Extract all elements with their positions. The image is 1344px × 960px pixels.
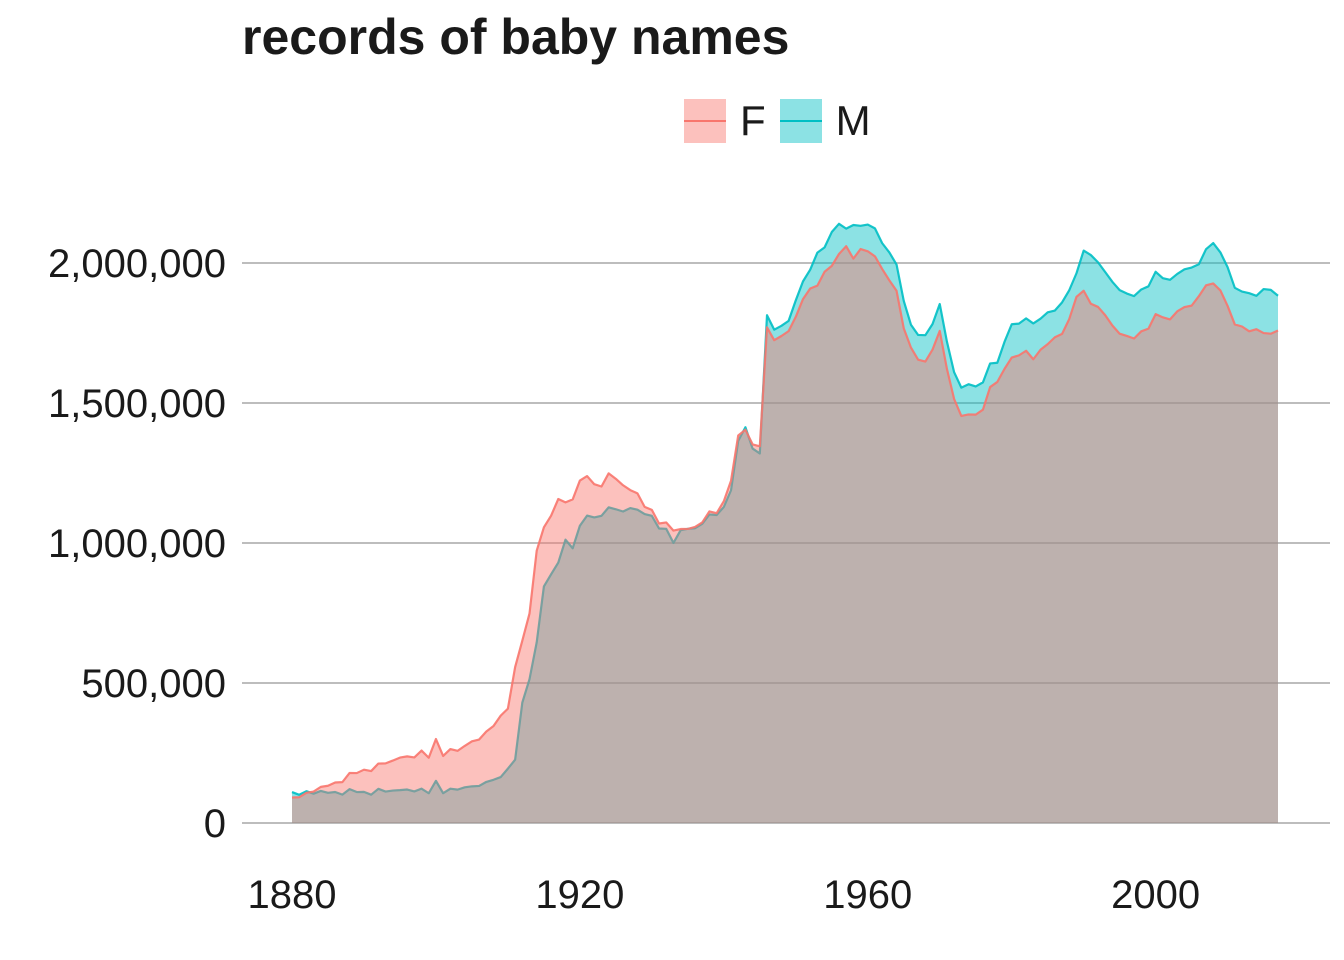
legend-item-f: F [684, 97, 766, 145]
x-axis-tick-labels: 1880 1920 1960 2000 [248, 873, 1201, 917]
line-f [291, 245, 1279, 799]
series-areas [291, 222, 1279, 824]
legend: F M [684, 97, 879, 145]
area-m [292, 223, 1278, 824]
legend-label-m: M [835, 97, 871, 144]
y-tick-label-2: 1,000,000 [48, 522, 226, 566]
y-tick-label-3: 1,500,000 [48, 382, 226, 426]
y-tick-label-4: 2,000,000 [48, 242, 226, 286]
gridlines [242, 262, 1330, 824]
chart-title: records of baby names [242, 9, 790, 65]
y-tick-label-1: 500,000 [81, 662, 226, 706]
y-tick-label-0: 0 [204, 802, 226, 846]
legend-key-m [779, 99, 822, 143]
legend-key-f [684, 99, 726, 143]
legend-item-m: M [779, 97, 871, 145]
y-axis-tick-labels: 0 500,000 1,000,000 1,500,000 2,000,000 [48, 242, 226, 846]
x-tick-label-3: 2000 [1111, 873, 1200, 917]
x-tick-label-0: 1880 [248, 873, 337, 917]
area-f [292, 246, 1278, 823]
x-tick-label-1: 1920 [535, 873, 624, 917]
legend-label-f: F [740, 97, 766, 144]
line-m [291, 222, 1279, 796]
x-tick-label-2: 1960 [823, 873, 912, 917]
